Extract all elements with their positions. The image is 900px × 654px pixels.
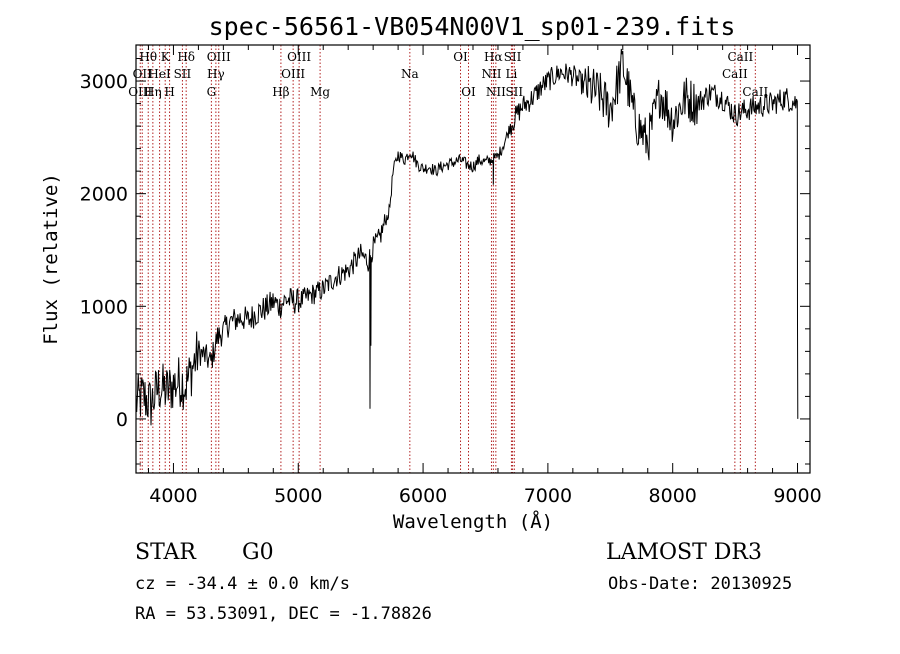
- line-marker-label: HeI: [148, 67, 171, 81]
- line-marker-label: OIII: [281, 67, 305, 81]
- line-marker-label: CaII: [722, 67, 748, 81]
- plot-frame: [135, 44, 811, 474]
- line-marker-label: Na: [401, 67, 419, 81]
- line-marker-label: Hη: [144, 85, 162, 99]
- line-marker-label: K: [161, 50, 171, 64]
- line-marker-label: Hδ: [177, 50, 195, 64]
- line-marker-label: G: [207, 85, 217, 99]
- line-marker-label: OIII: [207, 50, 231, 64]
- coordinates: RA = 53.53091, DEC = -1.78826: [135, 604, 432, 624]
- line-marker-label: Li: [506, 67, 518, 81]
- y-tick-label: 0: [116, 409, 128, 431]
- line-marker-label: Hα: [484, 50, 503, 64]
- line-marker-label: CaII: [742, 85, 768, 99]
- subclass: G0: [242, 540, 274, 565]
- line-marker-label: SII: [504, 50, 522, 64]
- line-marker-label: CaII: [727, 50, 753, 64]
- x-tick-label: 7000: [524, 485, 572, 507]
- line-marker-labels: OIIIOIIHθHηHeIKHSIIHδGHγOIIIHβOIIIOIIIMg…: [128, 50, 768, 99]
- survey-name: LAMOST DR3: [606, 540, 762, 565]
- x-tick-label: 5000: [274, 485, 322, 507]
- line-marker-label: NII: [486, 85, 506, 99]
- chart-title: spec-56561-VB054N00V1_sp01-239.fits: [209, 12, 736, 41]
- x-axis-label: Wavelength (Å): [393, 510, 553, 533]
- x-tick-label: 4000: [149, 485, 197, 507]
- line-marker-label: Hθ: [139, 50, 157, 64]
- observation-date: Obs-Date: 20130925: [608, 574, 792, 594]
- line-marker-label: OIII: [128, 85, 152, 99]
- spectrum-line: [135, 48, 799, 426]
- line-marker-label: OIII: [287, 50, 311, 64]
- line-marker-label: OI: [453, 50, 468, 64]
- line-marker-label: OII: [133, 67, 153, 81]
- y-axis-label: Flux (relative): [40, 173, 62, 345]
- y-tick-label: 1000: [80, 296, 128, 318]
- object-class: STAR: [135, 540, 197, 565]
- y-tick-label: 2000: [80, 184, 128, 206]
- x-tick-label: 6000: [399, 485, 447, 507]
- line-marker-label: OI: [461, 85, 476, 99]
- x-axis-ticks: 4000 5000 6000 7000 8000 9000: [147, 45, 822, 507]
- x-tick-label: 9000: [773, 485, 821, 507]
- line-marker-label: Hγ: [207, 67, 225, 81]
- line-marker-label: SII: [174, 67, 192, 81]
- line-marker-label: Hβ: [272, 85, 289, 99]
- redshift-velocity: cz = -34.4 ± 0.0 km/s: [135, 574, 350, 594]
- x-tick-label: 8000: [649, 485, 697, 507]
- line-marker-label: H: [164, 85, 174, 99]
- line-marker-label: Mg: [310, 85, 330, 99]
- y-tick-label: 3000: [80, 71, 128, 93]
- y-axis-ticks: 0 1000 2000 3000: [80, 58, 810, 465]
- line-marker-label: SII: [505, 85, 523, 99]
- line-marker-label: NII: [481, 67, 501, 81]
